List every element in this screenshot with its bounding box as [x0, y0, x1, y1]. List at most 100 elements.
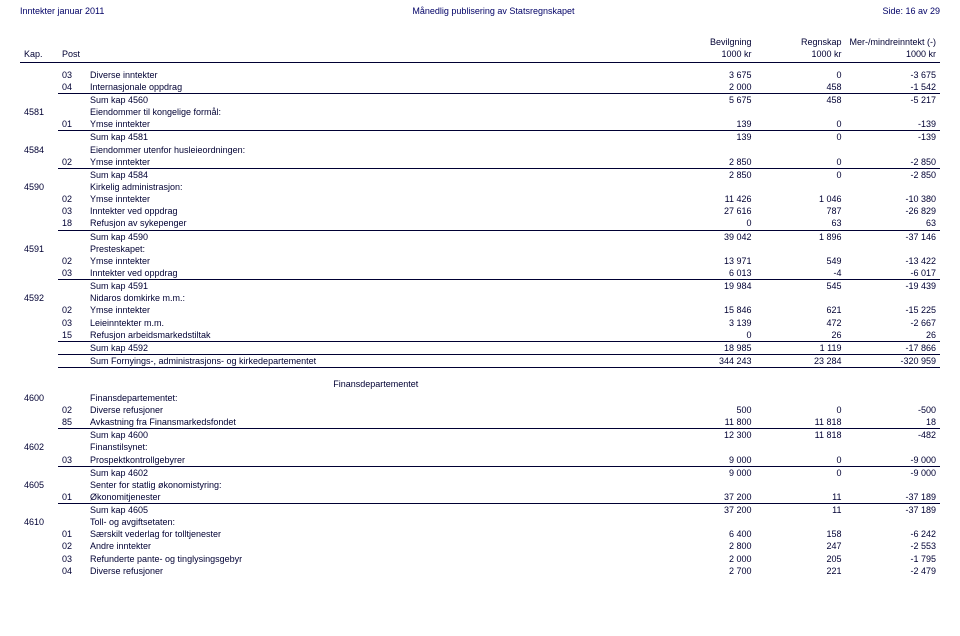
kap-cell — [20, 454, 58, 467]
amount-a — [665, 479, 755, 491]
amount-c — [845, 181, 940, 193]
amount-c — [845, 106, 940, 118]
table-row: 02Ymse inntekter15 846621-15 225 — [20, 304, 940, 316]
table-row: 03Refunderte pante- og tinglysingsgebyr2… — [20, 553, 940, 565]
amount-a: 11 800 — [665, 416, 755, 429]
table-row: Sum Fornyings-, administrasjons- og kirk… — [20, 355, 940, 368]
post-cell: 02 — [58, 193, 86, 205]
amount-b — [755, 516, 845, 528]
table-row: 02Andre inntekter2 800247-2 553 — [20, 540, 940, 552]
amount-c — [845, 516, 940, 528]
desc-cell: Toll- og avgiftsetaten: — [86, 516, 665, 528]
kap-cell — [20, 168, 58, 181]
amount-b — [755, 441, 845, 453]
table-row: 03Inntekter ved oppdrag27 616787-26 829 — [20, 205, 940, 217]
post-cell: 02 — [58, 540, 86, 552]
amount-b: 26 — [755, 329, 845, 342]
desc-cell: Sum kap 4591 — [86, 280, 665, 293]
post-cell — [58, 341, 86, 354]
kap-cell — [20, 193, 58, 205]
kap-cell — [20, 131, 58, 144]
ledger-table: Kap. Post Bevilgning 1000 kr Regnskap 10… — [20, 34, 940, 577]
kap-cell — [20, 118, 58, 131]
post-cell: 03 — [58, 317, 86, 329]
amount-a: 500 — [665, 404, 755, 416]
post-cell — [58, 230, 86, 243]
amount-c: -37 189 — [845, 504, 940, 517]
desc-cell: Nidaros domkirke m.m.: — [86, 292, 665, 304]
amount-a: 3 675 — [665, 69, 755, 81]
kap-cell: 4584 — [20, 144, 58, 156]
post-cell: 01 — [58, 528, 86, 540]
table-row: 15Refusjon arbeidsmarkedstiltak02626 — [20, 329, 940, 342]
amount-b: 158 — [755, 528, 845, 540]
table-row: 4591Presteskapet: — [20, 243, 940, 255]
desc-cell: Sum kap 4600 — [86, 429, 665, 442]
amount-b: 621 — [755, 304, 845, 316]
amount-b — [755, 243, 845, 255]
amount-c: -1 795 — [845, 553, 940, 565]
post-cell: 02 — [58, 156, 86, 169]
post-cell: 03 — [58, 69, 86, 81]
kap-cell — [20, 329, 58, 342]
amount-c: -482 — [845, 429, 940, 442]
desc-cell: Internasjonale oppdrag — [86, 81, 665, 94]
section-title-row: Finansdepartementet — [20, 374, 940, 392]
table-row: 4600Finansdepartementet: — [20, 392, 940, 404]
post-cell — [58, 243, 86, 255]
amount-b — [755, 106, 845, 118]
amount-c: -2 850 — [845, 156, 940, 169]
desc-cell: Ymse inntekter — [86, 118, 665, 131]
desc-cell: Særskilt vederlag for tolltjenester — [86, 528, 665, 540]
table-row: 02Ymse inntekter2 8500-2 850 — [20, 156, 940, 169]
amount-b: 1 896 — [755, 230, 845, 243]
desc-cell: Ymse inntekter — [86, 156, 665, 169]
desc-cell: Sum kap 4592 — [86, 341, 665, 354]
desc-cell: Sum kap 4590 — [86, 230, 665, 243]
c1a: Bevilgning — [710, 37, 752, 47]
column-header-row: Kap. Post Bevilgning 1000 kr Regnskap 10… — [20, 34, 940, 63]
amount-a: 0 — [665, 329, 755, 342]
table-row: 4581Eiendommer til kongelige formål: — [20, 106, 940, 118]
post-cell: 03 — [58, 454, 86, 467]
amount-a: 2 850 — [665, 156, 755, 169]
post-cell — [58, 292, 86, 304]
amount-b: 11 818 — [755, 416, 845, 429]
post-cell — [58, 106, 86, 118]
post-text: Post — [62, 49, 80, 59]
kap-cell: 4581 — [20, 106, 58, 118]
amount-a: 39 042 — [665, 230, 755, 243]
amount-c: -37 146 — [845, 230, 940, 243]
desc-cell: Sum kap 4605 — [86, 504, 665, 517]
post-cell — [58, 504, 86, 517]
kap-cell: 4592 — [20, 292, 58, 304]
kap-cell — [20, 205, 58, 217]
kap-cell — [20, 404, 58, 416]
amount-c: -500 — [845, 404, 940, 416]
table-row: 01Økonomitjenester37 20011-37 189 — [20, 491, 940, 504]
table-row: 03Diverse inntekter3 6750-3 675 — [20, 69, 940, 81]
amount-c: -2 553 — [845, 540, 940, 552]
amount-a — [665, 441, 755, 453]
kap-cell — [20, 540, 58, 552]
amount-a — [665, 106, 755, 118]
post-cell: 15 — [58, 329, 86, 342]
col-bevilgning: Bevilgning 1000 kr — [665, 34, 755, 63]
amount-a: 139 — [665, 131, 755, 144]
post-cell — [58, 144, 86, 156]
amount-a: 9 000 — [665, 466, 755, 479]
kap-cell: 4591 — [20, 243, 58, 255]
kap-text: Kap. — [24, 49, 43, 59]
amount-b: 11 — [755, 504, 845, 517]
kap-cell — [20, 491, 58, 504]
table-row: 02Ymse inntekter13 971549-13 422 — [20, 255, 940, 267]
post-cell — [58, 355, 86, 368]
amount-a: 3 139 — [665, 317, 755, 329]
table-row: Sum kap 46029 0000-9 000 — [20, 466, 940, 479]
amount-c: -37 189 — [845, 491, 940, 504]
desc-cell: Ymse inntekter — [86, 255, 665, 267]
post-cell: 04 — [58, 565, 86, 577]
amount-a: 2 800 — [665, 540, 755, 552]
table-row: 03Inntekter ved oppdrag6 013-4-6 017 — [20, 267, 940, 280]
kap-cell — [20, 280, 58, 293]
